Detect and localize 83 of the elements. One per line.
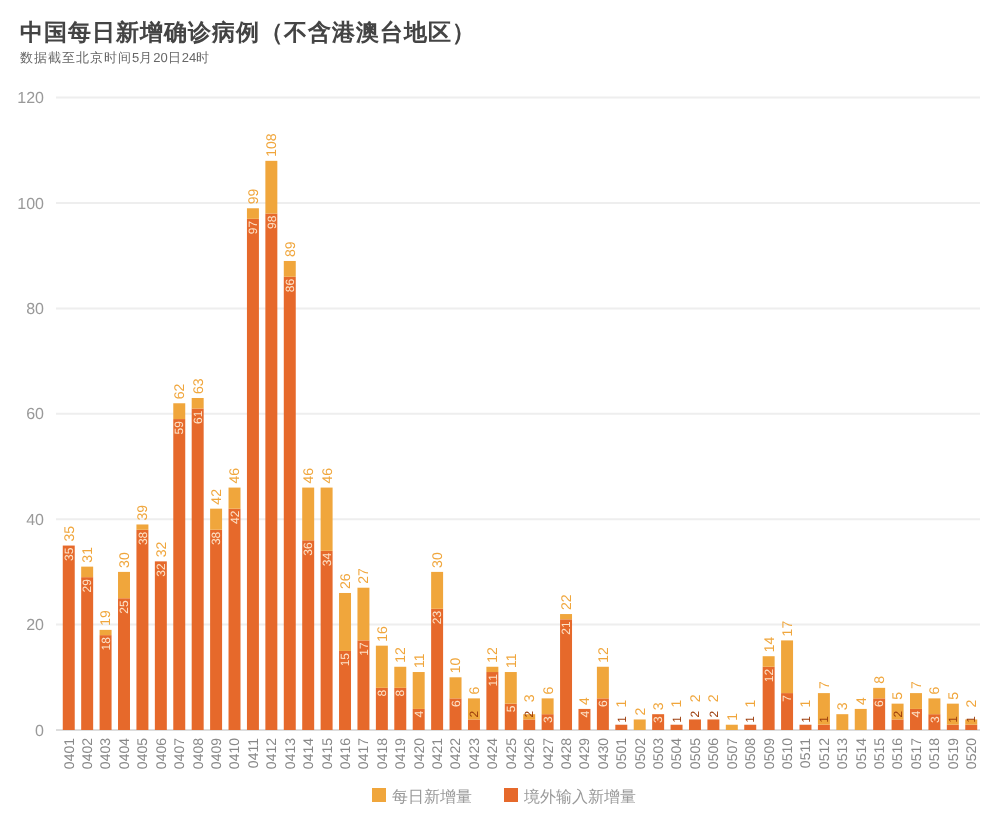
bar [486, 666, 499, 673]
y-tick-label: 40 [26, 510, 46, 529]
bar [965, 719, 978, 725]
bar [339, 592, 352, 651]
bar [99, 629, 112, 636]
bar [467, 719, 480, 730]
bar [560, 614, 573, 620]
bar [81, 577, 94, 730]
bar [891, 719, 904, 730]
bar [946, 724, 959, 730]
bar [228, 487, 241, 509]
y-tick-label: 100 [17, 194, 46, 213]
bar [136, 524, 149, 530]
bar [191, 408, 204, 730]
legend-label: 境外输入新增量 [522, 787, 636, 806]
bar [762, 656, 775, 667]
bar [357, 587, 370, 641]
bar [670, 724, 683, 730]
y-tick-label: 20 [26, 616, 46, 635]
bar [394, 666, 407, 688]
bar [339, 650, 352, 730]
bar [965, 724, 978, 730]
bar [854, 708, 867, 730]
bar [596, 666, 609, 699]
bar [817, 693, 830, 725]
bar [302, 487, 315, 541]
bar [154, 561, 167, 730]
chart-title: 中国每日新增确诊病例（不含港澳台地区） [20, 18, 476, 46]
y-tick-label: 60 [26, 405, 46, 424]
bar [173, 403, 186, 420]
bar [486, 672, 499, 730]
bar [781, 693, 794, 730]
bar [375, 645, 388, 688]
bar [412, 672, 425, 709]
bar [191, 397, 204, 409]
bar [431, 608, 444, 730]
bar [246, 208, 259, 219]
bar [210, 529, 223, 730]
y-tick-label: 80 [26, 300, 46, 318]
bar [357, 640, 370, 730]
bar [265, 213, 278, 730]
bar [928, 698, 941, 715]
bar [707, 719, 720, 730]
bar [910, 693, 922, 709]
bar [375, 687, 388, 730]
bar [118, 571, 130, 599]
bar [781, 640, 794, 694]
bar [560, 619, 573, 730]
bar [302, 540, 315, 730]
bar [449, 677, 462, 699]
bar [633, 719, 646, 730]
bar [615, 724, 628, 730]
bar [946, 703, 959, 725]
bar [246, 218, 259, 730]
bar [136, 529, 149, 730]
y-tick-label: 0 [35, 721, 46, 740]
bar [283, 276, 296, 730]
bar [99, 635, 112, 730]
bar [744, 724, 757, 730]
bar [725, 724, 738, 730]
bar [817, 724, 830, 730]
bar [799, 724, 812, 730]
bar [118, 598, 130, 730]
bar [173, 419, 186, 730]
bar [210, 508, 223, 530]
bar [873, 687, 886, 699]
y-tick-label: 120 [17, 89, 46, 108]
bar [62, 545, 75, 730]
bar [541, 698, 554, 715]
bar [283, 260, 296, 277]
bar [320, 487, 333, 551]
bar [688, 719, 701, 730]
bar [228, 508, 241, 730]
bar [320, 550, 333, 730]
bar [762, 666, 775, 730]
bar [265, 160, 278, 214]
legend-label: 每日新增量 [392, 787, 472, 806]
bar [504, 672, 517, 704]
bar [431, 571, 444, 609]
bar [836, 714, 849, 730]
bar [523, 719, 536, 730]
bar [394, 687, 407, 730]
bar [81, 566, 94, 578]
